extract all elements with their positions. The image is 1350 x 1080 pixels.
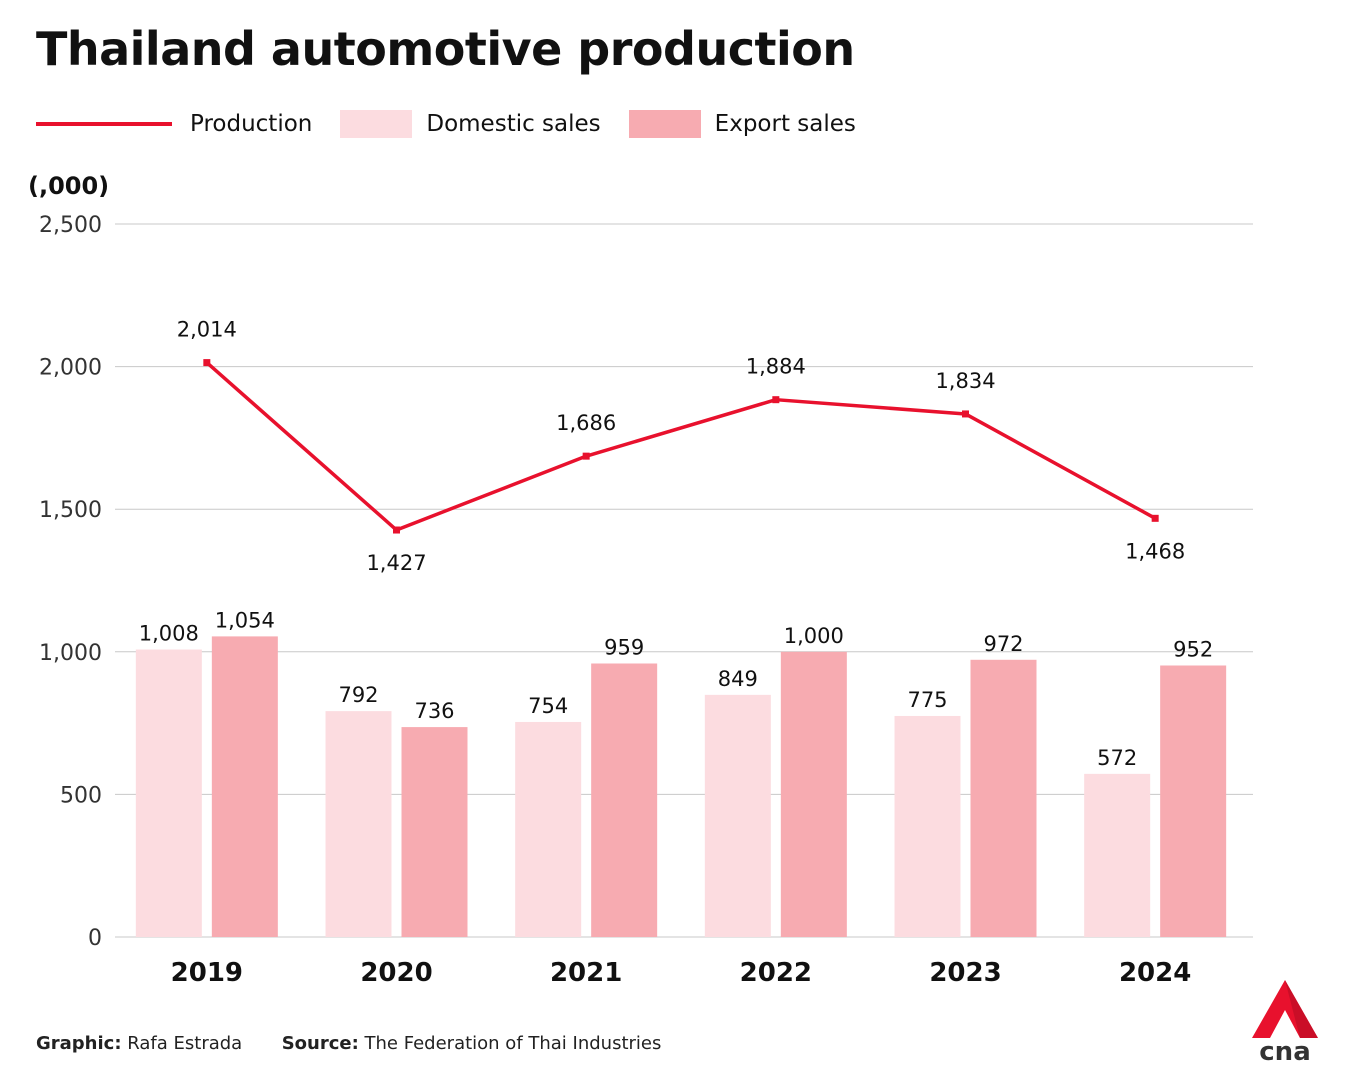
legend-item-domestic: Domestic sales <box>340 110 601 138</box>
x-tick-label: 2022 <box>740 958 812 988</box>
y-axis-unit-label: (,000) <box>28 172 109 200</box>
source-label: Source: <box>281 1033 359 1054</box>
y-tick-label: 1,000 <box>39 641 102 666</box>
production-point <box>962 410 969 418</box>
data-label-domestic: 754 <box>528 694 568 718</box>
graphic-credit-value: Rafa Estrada <box>127 1033 243 1054</box>
production-point <box>203 359 211 367</box>
production-line <box>205 361 1157 532</box>
data-label-domestic: 792 <box>338 683 378 707</box>
x-tick-label: 2020 <box>360 958 432 988</box>
graphic-credit-label: Graphic: <box>36 1033 122 1054</box>
bar-export <box>401 727 468 937</box>
data-label-domestic: 775 <box>907 688 947 712</box>
legend-item-export: Export sales <box>628 110 856 138</box>
data-label-production: 1,834 <box>935 369 995 393</box>
bar-export <box>211 636 278 937</box>
y-tick-label: 500 <box>60 783 102 808</box>
y-tick-label: 0 <box>88 926 102 951</box>
legend-swatch-domestic <box>340 110 413 138</box>
cna-logo-text: cna <box>1259 1037 1310 1062</box>
data-label-domestic: 572 <box>1097 746 1137 770</box>
bar-export <box>1160 665 1227 937</box>
data-label-production: 1,427 <box>366 551 426 575</box>
cna-logo-shade <box>1285 980 1318 1038</box>
x-tick-label: 2024 <box>1119 958 1191 988</box>
data-label-export: 1,054 <box>215 608 275 632</box>
footer-credits: Graphic: Rafa Estrada Source: The Federa… <box>36 1033 661 1054</box>
legend-swatch-export <box>628 110 701 138</box>
bar-export <box>591 663 658 937</box>
production-point <box>1151 514 1159 522</box>
cna-logo-icon: cna <box>1252 980 1318 1062</box>
x-tick-label: 2021 <box>550 958 622 988</box>
y-tick-label: 2,500 <box>39 213 102 238</box>
bar-domestic <box>325 711 392 937</box>
data-label-production: 2,014 <box>177 318 237 342</box>
bar-domestic <box>515 721 582 937</box>
bar-domestic <box>1084 773 1151 937</box>
source-value: The Federation of Thai Industries <box>364 1033 662 1054</box>
chart-title: Thailand automotive production <box>36 22 855 76</box>
data-label-production: 1,686 <box>556 411 616 435</box>
production-point <box>582 452 590 460</box>
data-label-production: 1,468 <box>1125 539 1185 563</box>
production-point <box>393 526 400 534</box>
production-point <box>772 396 780 404</box>
chart-legend: Production Domestic sales Export sales <box>36 106 884 142</box>
y-tick-label: 2,000 <box>39 356 102 381</box>
data-label-export: 959 <box>604 635 644 659</box>
data-label-export: 952 <box>1173 637 1213 661</box>
x-tick-label: 2019 <box>171 958 243 988</box>
bar-domestic <box>704 694 771 937</box>
bar-domestic <box>135 649 202 937</box>
data-label-export: 1,000 <box>784 624 844 648</box>
bar-export <box>970 659 1037 937</box>
legend-line-production <box>36 122 172 126</box>
legend-label-domestic: Domestic sales <box>426 111 601 137</box>
bar-domestic <box>894 715 961 937</box>
legend-item-production: Production <box>36 111 312 137</box>
bar-export <box>780 651 847 937</box>
data-label-domestic: 1,008 <box>139 622 199 646</box>
legend-label-production: Production <box>190 111 313 137</box>
data-label-domestic: 849 <box>718 667 758 691</box>
data-label-export: 972 <box>983 632 1023 656</box>
data-label-export: 736 <box>414 699 454 723</box>
y-tick-label: 1,500 <box>39 498 102 523</box>
x-tick-label: 2023 <box>929 958 1001 988</box>
legend-label-export: Export sales <box>714 111 856 137</box>
data-label-production: 1,884 <box>746 355 806 379</box>
